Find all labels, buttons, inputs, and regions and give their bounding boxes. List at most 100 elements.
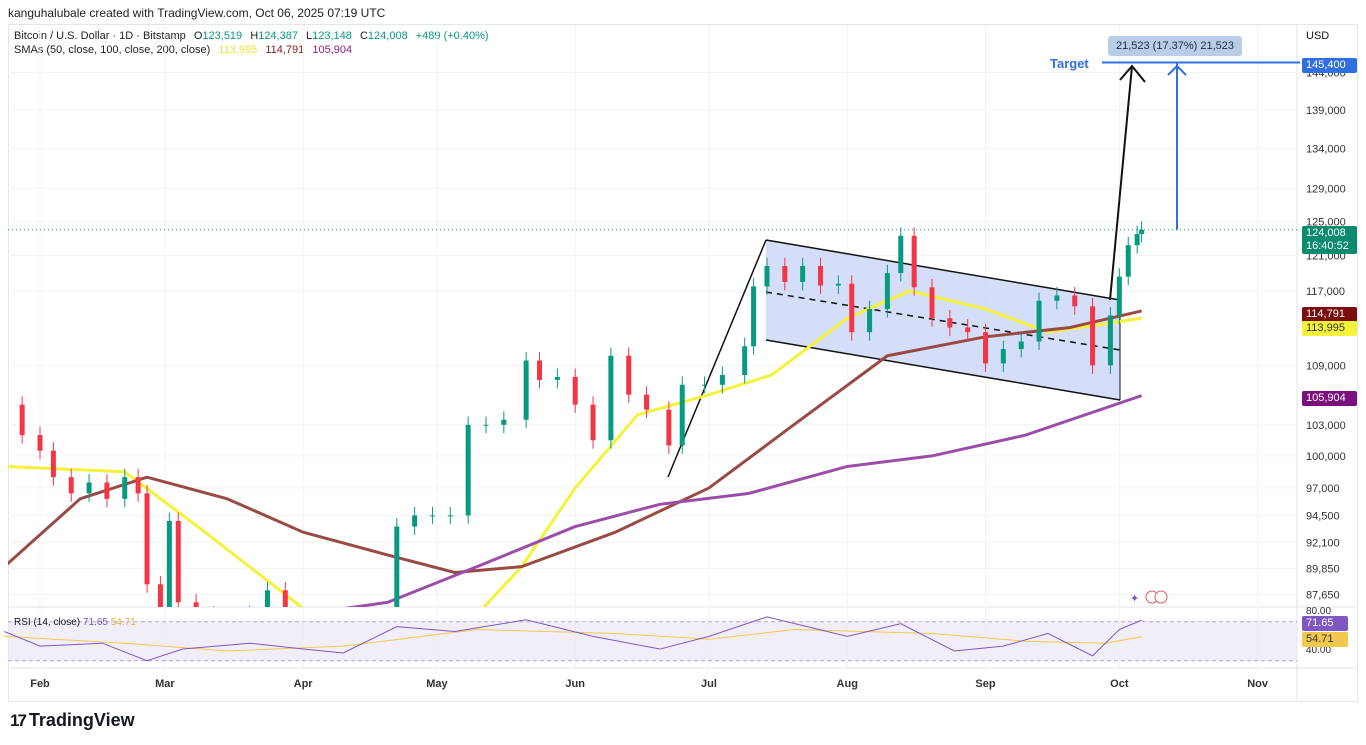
- sma50-value: 113,995: [218, 44, 258, 56]
- candle-body: [800, 266, 806, 282]
- change-value: +489 (+0.40%): [415, 30, 489, 42]
- candle-body: [818, 266, 823, 286]
- channel-fill: [766, 240, 1120, 400]
- last-price-badge: 124,008 16:40:52: [1302, 226, 1357, 254]
- sma50-badge: 113,995: [1302, 321, 1357, 336]
- price-tick-label: 89,850: [1306, 563, 1340, 575]
- candle-body: [144, 493, 150, 585]
- arrow-head-icon: [1119, 64, 1146, 83]
- candle-body: [1125, 245, 1131, 277]
- candle-body: [394, 526, 400, 607]
- high-value: 124,387: [258, 30, 298, 42]
- time-axis-label: Sep: [975, 678, 996, 690]
- sma-legend: SMAs (50, close, 100, close, 200, close)…: [14, 44, 357, 56]
- candle-body: [68, 477, 74, 494]
- candle-body: [537, 360, 543, 380]
- candle-body: [175, 520, 181, 603]
- candle-body: [666, 409, 672, 446]
- price-tick-label: 117,000: [1306, 286, 1345, 298]
- sma200-value: 105,904: [312, 44, 353, 56]
- time-axis-label: Feb: [30, 678, 50, 690]
- tradingview-mark-icon: 17: [10, 710, 27, 730]
- time-axis-label: Jun: [565, 678, 585, 690]
- sma-200-line: [344, 394, 1143, 607]
- candle-body: [965, 327, 971, 333]
- measure-tooltip: 21,523 (17.37%) 21,523: [1108, 36, 1242, 56]
- candle-body: [608, 355, 614, 441]
- rsi-label[interactable]: RSI (14, close): [14, 617, 81, 628]
- currency-label[interactable]: USD: [1306, 30, 1330, 42]
- open-value: 123,519: [202, 30, 243, 42]
- candle-body: [751, 286, 757, 347]
- close-value: 124,008: [367, 30, 408, 42]
- sma-label[interactable]: SMAs (50, close, 100, close, 200, close): [14, 44, 211, 56]
- rsi-badge: 71.65: [1302, 616, 1348, 631]
- rsi-tick: 40.00: [1306, 645, 1332, 656]
- price-tick-label: 97,000: [1306, 483, 1340, 495]
- rsi-tick: 80.00: [1306, 606, 1332, 617]
- time-axis-label: Aug: [836, 678, 858, 690]
- price-tick-label: 125,000: [1306, 216, 1346, 228]
- candle-body: [679, 384, 685, 446]
- candle-body: [849, 283, 855, 333]
- candle-body: [135, 477, 141, 494]
- candle-body: [911, 235, 917, 288]
- candle-body: [1139, 229, 1145, 235]
- candle-body: [50, 450, 56, 478]
- rsi-legend: RSI (14, close) 71.65 54.71: [14, 617, 136, 628]
- candle-body: [835, 283, 841, 286]
- measure-arrow-head-icon: [1167, 64, 1187, 76]
- candle-body: [929, 287, 935, 319]
- candle-body: [465, 424, 471, 516]
- candle-body: [626, 355, 632, 395]
- price-tick-label: 100,000: [1306, 451, 1346, 463]
- sma-50-line: [8, 289, 1142, 607]
- candle-body: [644, 394, 650, 410]
- rsi-band: [8, 621, 1297, 661]
- rsi-line: [4, 616, 1142, 662]
- candle-body: [1116, 276, 1122, 316]
- price-tick-label: 92,100: [1306, 537, 1340, 549]
- candle-body: [590, 404, 596, 441]
- candle-body: [166, 520, 172, 607]
- channel-bottom-line: [765, 339, 1121, 401]
- symbol-label[interactable]: Bitcoin / U.S. Dollar · 1D · Bitstamp: [14, 30, 186, 42]
- sparkle-event-icon: ✦: [1130, 593, 1139, 605]
- time-axis-label: Oct: [1110, 678, 1129, 690]
- candle-body: [341, 677, 346, 717]
- candle-body: [523, 360, 529, 420]
- candle-body: [19, 404, 25, 436]
- candle-body: [764, 266, 770, 287]
- candle-body: [702, 384, 708, 386]
- candle-body: [742, 346, 748, 376]
- candle-body: [983, 332, 989, 364]
- rsi-value: 71.65: [82, 617, 108, 628]
- candle-body: [104, 482, 110, 499]
- candle-body: [884, 273, 890, 310]
- sma100-badge: 114,791: [1302, 307, 1357, 322]
- low-value: 123,148: [312, 30, 352, 42]
- candle-body: [193, 602, 199, 607]
- last-price: 124,008: [1306, 227, 1346, 239]
- price-tick-label: 134,000: [1306, 143, 1346, 155]
- candle-body: [501, 419, 507, 425]
- candle-body: [1134, 234, 1140, 246]
- candle-body: [782, 266, 788, 282]
- sma-100-line: [8, 309, 1142, 575]
- time-axis-label: May: [426, 678, 448, 690]
- sma200-badge: 105,904: [1302, 391, 1357, 406]
- plot-area: [8, 221, 1145, 717]
- candle-body: [1107, 315, 1113, 366]
- time-axis-label: Mar: [155, 678, 175, 690]
- tradingview-logo[interactable]: 17 TradingView: [10, 710, 135, 731]
- candle-body: [1018, 341, 1024, 350]
- breakout-arrow-line: [1109, 65, 1133, 301]
- candle-body: [122, 477, 128, 499]
- rsi-ma-line: [4, 629, 1142, 652]
- low-label: L: [306, 30, 313, 42]
- high-label: H: [250, 30, 259, 42]
- price-tick-label: 94,500: [1306, 510, 1340, 522]
- channel-top-line: [765, 239, 1121, 301]
- candle-body: [86, 482, 92, 494]
